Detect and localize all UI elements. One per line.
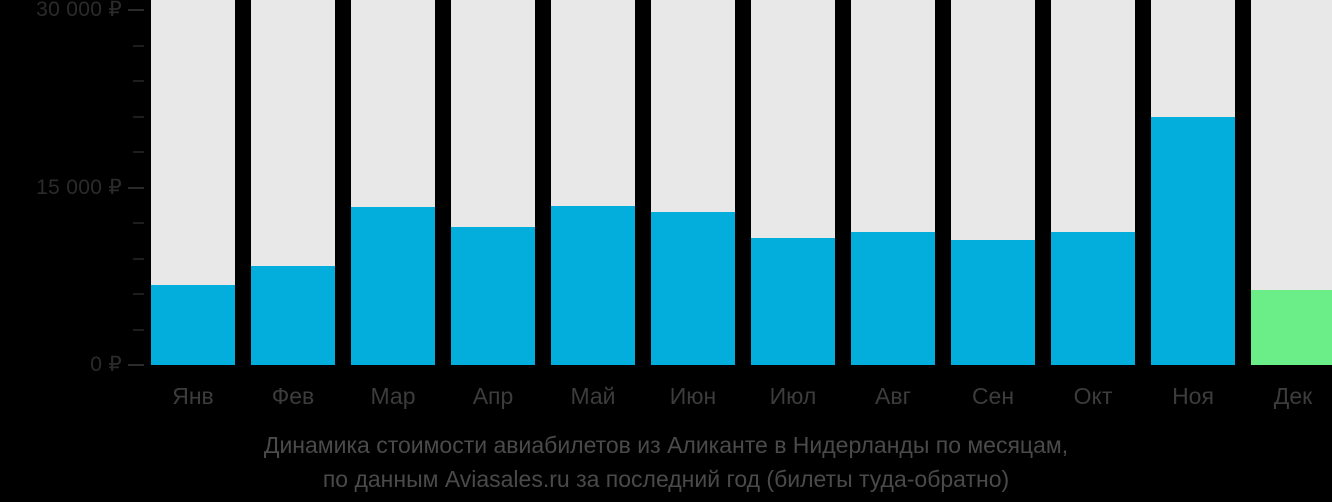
y-tick-major: [128, 186, 144, 189]
bar-fill-highlight[interactable]: [1251, 290, 1332, 365]
y-tick-minor: [133, 115, 144, 118]
bar-column[interactable]: [851, 0, 935, 365]
bar-column[interactable]: [151, 0, 235, 365]
x-axis-month-label: Мар: [370, 383, 416, 409]
bar-fill[interactable]: [751, 238, 835, 365]
y-axis-label: 15 000 ₽: [36, 175, 122, 199]
y-tick-major: [128, 9, 144, 11]
caption-line-1: Динамика стоимости авиабилетов из Аликан…: [263, 432, 1069, 458]
bar-fill[interactable]: [1051, 232, 1135, 365]
x-axis-month-label: Окт: [1073, 383, 1113, 409]
bar-fill[interactable]: [251, 266, 335, 365]
y-tick-minor: [133, 328, 144, 331]
caption-line-2: по данным Aviasales.ru за последний год …: [322, 466, 1010, 492]
y-axis: 0 ₽ 15 000 ₽ 30 000 ₽: [0, 0, 144, 380]
x-axis-month-label: Сен: [971, 383, 1015, 409]
bar-fill[interactable]: [1151, 117, 1235, 365]
bar-column[interactable]: [951, 0, 1035, 365]
bar-column[interactable]: [1151, 0, 1235, 365]
bar-fill[interactable]: [151, 285, 235, 365]
bar-fill[interactable]: [651, 212, 735, 365]
bar-column[interactable]: [651, 0, 735, 365]
bar-fill[interactable]: [851, 232, 935, 365]
x-axis-month-label: Июн: [669, 383, 717, 409]
bar-fill[interactable]: [351, 207, 435, 365]
x-axis: Янв Фев Мар Апр Май Июн Июл Авг Сен Окт Ноя Дек: [151, 381, 1332, 415]
y-tick-minor: [133, 44, 144, 47]
chart-caption: Динамика стоимости авиабилетов из Аликан…: [0, 428, 1332, 496]
bar-fill[interactable]: [951, 240, 1035, 365]
bar-column[interactable]: [1051, 0, 1135, 365]
bar-column[interactable]: [351, 0, 435, 365]
plot-area: [151, 0, 1332, 365]
bar-fill[interactable]: [551, 206, 635, 365]
y-tick-minor: [133, 151, 144, 153]
y-axis-label: 0 ₽: [90, 353, 122, 376]
x-axis-month-label: Май: [570, 383, 616, 409]
y-tick-minor: [133, 293, 144, 295]
bar-column[interactable]: [751, 0, 835, 365]
x-axis-month-label: Фев: [271, 383, 315, 409]
bar-column[interactable]: [451, 0, 535, 365]
y-axis-label: 30 000 ₽: [36, 0, 122, 21]
y-tick-major: [128, 364, 144, 366]
x-axis-month-label: Июл: [769, 383, 817, 409]
bar-fill[interactable]: [451, 227, 535, 365]
bar-column[interactable]: [1251, 0, 1332, 365]
y-tick-minor: [133, 257, 144, 260]
x-axis-month-label: Апр: [472, 383, 514, 409]
bar-column[interactable]: [251, 0, 335, 365]
x-axis-month-label: Ноя: [1172, 383, 1214, 409]
y-tick-minor: [133, 222, 144, 224]
x-axis-month-label: Авг: [875, 383, 911, 409]
bar-column[interactable]: [551, 0, 635, 365]
x-axis-month-label: Янв: [172, 383, 214, 409]
x-axis-month-label: Дек: [1273, 383, 1313, 409]
y-tick-minor: [133, 80, 144, 82]
